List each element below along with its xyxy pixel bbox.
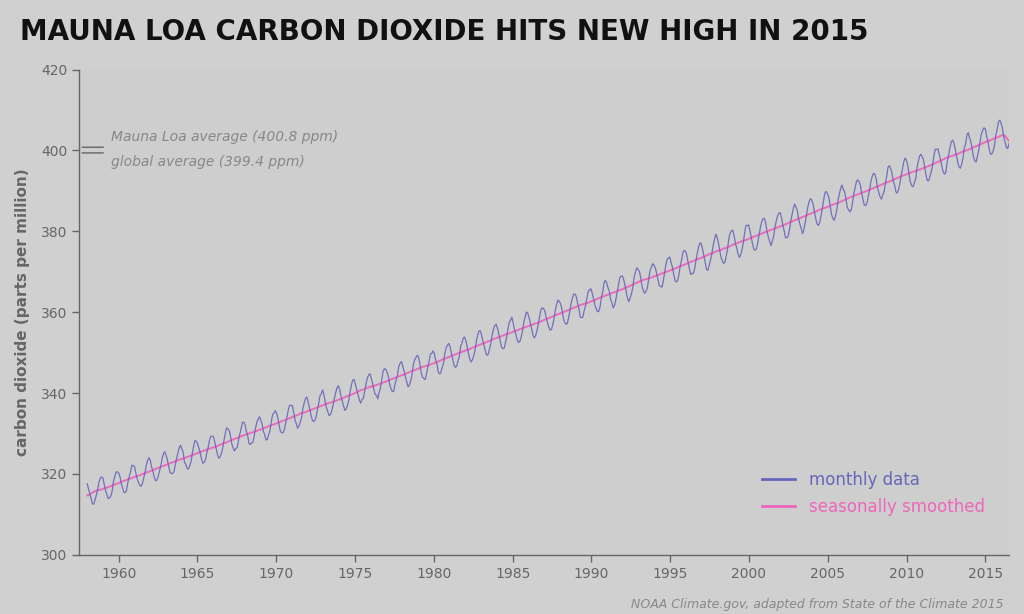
- Legend: monthly data, seasonally smoothed: monthly data, seasonally smoothed: [756, 465, 991, 522]
- Text: global average (399.4 ppm): global average (399.4 ppm): [111, 155, 304, 169]
- Y-axis label: carbon dioxide (parts per million): carbon dioxide (parts per million): [15, 168, 30, 456]
- Text: MAUNA LOA CARBON DIOXIDE HITS NEW HIGH IN 2015: MAUNA LOA CARBON DIOXIDE HITS NEW HIGH I…: [20, 18, 869, 47]
- Text: Mauna Loa average (400.8 ppm): Mauna Loa average (400.8 ppm): [111, 130, 338, 144]
- Text: NOAA Climate.gov, adapted from State of the Climate 2015: NOAA Climate.gov, adapted from State of …: [631, 598, 1004, 611]
